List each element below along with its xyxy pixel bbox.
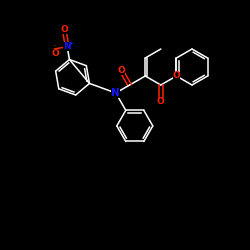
Text: O: O <box>172 72 180 80</box>
Text: ⁻: ⁻ <box>53 44 56 50</box>
Text: O: O <box>117 66 125 75</box>
Text: O: O <box>51 50 59 58</box>
Text: O: O <box>60 26 68 35</box>
Text: O: O <box>157 98 165 106</box>
Text: +: + <box>68 41 73 46</box>
Text: N: N <box>63 42 71 51</box>
Text: N: N <box>112 88 120 98</box>
